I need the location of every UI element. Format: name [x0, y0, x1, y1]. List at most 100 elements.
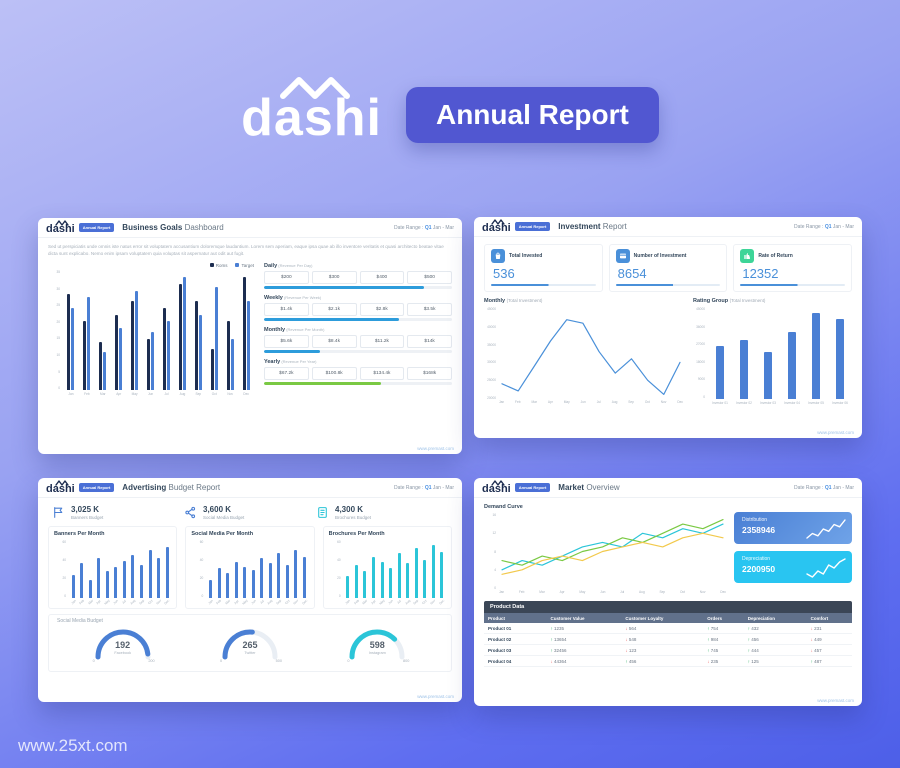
x-axis: Jan Feb Mar Apr May Jun Jul Aug Sep Oct Nov Dec: [499, 400, 683, 407]
bar-group: [440, 552, 444, 598]
bar-group: [88, 580, 92, 598]
x-tick: Dec: [301, 598, 308, 606]
bar-column: Apr: [111, 315, 127, 398]
goal-value: $67.2k: [264, 367, 309, 381]
goal-label: Monthly: [264, 327, 286, 334]
gauge-value: 265: [242, 640, 258, 650]
bag-icon: [491, 249, 505, 263]
bar: [226, 573, 230, 598]
bar: [67, 294, 71, 391]
date-range-selector[interactable]: Date Range : Q1 Jan - Mar: [794, 224, 854, 230]
premast-link[interactable]: www.premast.com: [417, 694, 454, 699]
x-tick: Jan: [499, 590, 505, 594]
value-cell: ↑ 487: [806, 655, 852, 667]
bar-plot: Jan Feb Mar Apr May Jun Jul Aug Sep Oct Nov Dec: [344, 540, 446, 606]
twitter-gauge: 265 Twitter 0 500: [217, 623, 283, 669]
kpi-rate-of-return: Rate of Return 12352: [733, 244, 853, 292]
arrow-up-icon: ↑: [747, 647, 751, 653]
bar: [836, 319, 844, 399]
bar-column: Nov: [292, 550, 301, 606]
depreciation-sparkline: [805, 557, 847, 579]
bar: [431, 545, 435, 598]
bar-column: Sep: [275, 553, 284, 606]
goal-progress-bar: [264, 382, 452, 386]
arrow-down-icon: ↓: [625, 636, 628, 642]
x-tick: Jul: [164, 392, 169, 397]
bar-group: [406, 563, 410, 598]
goal-value: $14k: [407, 335, 452, 349]
goal-sublabel: (Revenue Per Day): [277, 263, 313, 269]
x-tick: Aug: [639, 590, 645, 594]
x-tick: Dec: [163, 598, 171, 606]
bar: [406, 563, 410, 598]
panel-title: Brochures Per Month: [328, 531, 385, 537]
table-row: Product 03 ↑ 32456 ↓ 123 ↑ 745 ↑ 444 ↓ 457: [484, 644, 852, 656]
date-range-selector[interactable]: Date Range : Q1 Jan - Mar: [394, 485, 454, 491]
bar: [285, 565, 289, 598]
arrow-up-icon: ↑: [707, 647, 710, 653]
x-tick: Jan: [68, 392, 74, 397]
y-tick: 25000: [487, 378, 496, 383]
goal-values: $5.6k $8.4k $11.2k $14k: [264, 335, 452, 349]
goal-value: $8.4k: [311, 335, 357, 349]
revenue-goal-section: Monthly (Revenue Per Month) $5.6k $8.4k $11…: [264, 326, 452, 354]
date-range-selector[interactable]: Date Range : Q1 Jan - Mar: [794, 485, 854, 491]
y-tick: 0: [58, 386, 60, 391]
bar-column: Apr: [95, 558, 104, 606]
x-tick: Apr: [547, 400, 553, 404]
bar: [277, 553, 281, 598]
table-row: Product 02 ↑ 13654 ↓ 548 ↑ 984 ↑ 456 ↓ 449: [484, 633, 852, 645]
value-cell: ↑ 125: [743, 655, 807, 667]
col-orders: Orders: [703, 613, 744, 623]
bar: [198, 315, 202, 391]
y-tick: 40: [62, 558, 66, 562]
bar: [147, 339, 151, 391]
x-tick: Jun: [600, 590, 606, 594]
revenue-goal-section: Yearly (Revenue Per Year) $67.2k $100.8k $1…: [264, 358, 452, 386]
bar: [372, 557, 376, 598]
bar-group: [148, 550, 152, 598]
arrow-down-icon: ↓: [810, 636, 813, 642]
goal-heading: Weekly (Revenue Per Week): [264, 295, 452, 301]
bar-column: Aug: [174, 277, 190, 398]
title-rest: Budget Report: [168, 483, 221, 492]
x-tick: Jan: [207, 598, 214, 606]
bar: [87, 297, 91, 391]
bar-group: [165, 547, 169, 598]
premast-link[interactable]: www.premast.com: [817, 698, 854, 703]
premast-link[interactable]: www.premast.com: [817, 430, 854, 435]
x-tick: May: [131, 392, 138, 397]
title-bold: Investment: [558, 222, 601, 231]
banner-icon: [54, 507, 63, 518]
social-media-bar-chart: 60 40 20 0 Jan Feb Mar Apr May Jun Jul Aug Sep Oct Nov…: [191, 540, 308, 606]
y-axis: 45000 36000 27000 18000 9000 0: [693, 307, 708, 399]
investment-report-dashboard: dashi Annual Report Investment Report Da…: [474, 217, 862, 438]
kpi-underline: [491, 284, 596, 286]
social-media-budget-gauges: Social Media Budget 192 Facebook 0 200 265 T…: [48, 614, 452, 672]
kpi-value: 8654: [617, 266, 647, 281]
title-bold: Market: [558, 483, 585, 492]
premast-link[interactable]: www.premast.com: [417, 446, 454, 451]
bar-column: Apr: [232, 562, 241, 606]
x-tick: Feb: [515, 400, 521, 404]
monthly-investment-panel: Monthly (Total Investment) 45000 40000 350…: [484, 298, 683, 407]
bar: [97, 558, 101, 598]
x-tick: Dec: [438, 598, 446, 606]
col-comfort: Comfort: [806, 613, 852, 623]
y-axis: 60 40 20 0: [329, 540, 344, 598]
bar-column: Mar: [95, 342, 111, 398]
goal-value: $168k: [407, 367, 452, 381]
arrow-down-icon: ↓: [810, 647, 813, 653]
y-tick: 35000: [487, 342, 496, 347]
bar-group: [194, 301, 202, 391]
y-tick: 16: [492, 513, 496, 517]
card-header: dashi Annual Report Investment Report Da…: [474, 217, 862, 237]
bar-group: [80, 563, 84, 598]
x-tick: Jul: [596, 400, 601, 404]
y-tick: 20: [56, 319, 60, 324]
date-range-selector[interactable]: Date Range : Q1 Jan - Mar: [394, 225, 454, 231]
y-tick: 0: [64, 594, 66, 598]
y-tick: 40: [337, 558, 341, 562]
kpi-underline: [740, 284, 846, 286]
dashi-logo-text: dashi: [46, 482, 75, 495]
